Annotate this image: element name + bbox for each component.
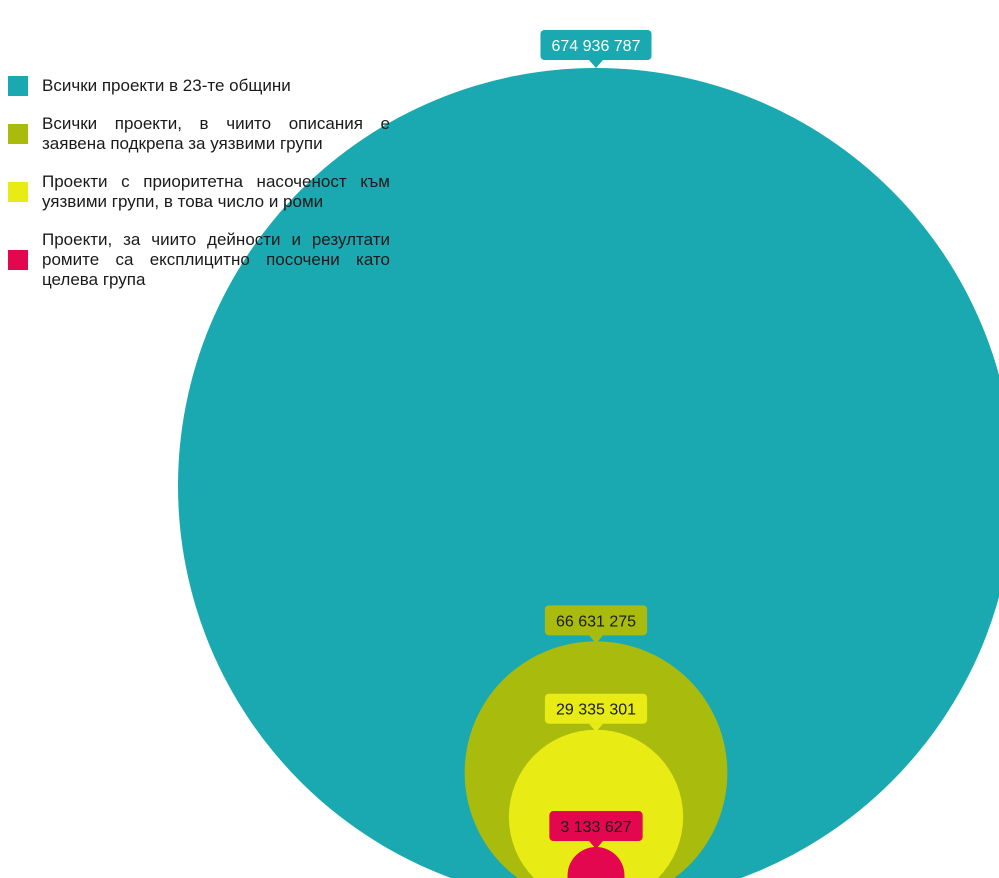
bubble-all-projects [178, 68, 999, 878]
legend-label-roma-target: Проекти, за чиито дейности и резултати р… [42, 230, 390, 289]
bubble-label-text-roma-target: 3 133 627 [560, 819, 631, 836]
legend-label-all-projects: Всички проекти в 23-те общини [42, 76, 291, 95]
legend-swatch-roma-target [8, 250, 28, 270]
legend-item-roma-target: Проекти, за чиито дейности и резултати р… [8, 230, 390, 290]
bubble-priority-vulnerable [508, 729, 684, 878]
bubble-label-roma-target: 3 133 627 [549, 811, 643, 850]
bubble-label-declared-support: 66 631 275 [544, 605, 648, 644]
legend-item-priority-vulnerable: Проекти с приоритетна насоченост към уяз… [8, 172, 390, 212]
bubble-label-pointer-roma-target [589, 841, 603, 850]
bubble-label-box-priority-vulnerable [544, 693, 648, 724]
bubble-label-pointer-all-projects [589, 60, 603, 68]
legend-swatch-declared-support [8, 124, 28, 144]
legend: Всички проекти в 23-те общини Всички про… [8, 76, 390, 290]
bubble-label-priority-vulnerable: 29 335 301 [544, 693, 648, 732]
legend-item-all-projects: Всички проекти в 23-те общини [8, 76, 390, 96]
bubble-label-text-all-projects: 674 936 787 [552, 38, 641, 55]
bubble-label-box-roma-target [549, 811, 643, 842]
bubble-label-all-projects: 674 936 787 [540, 30, 652, 68]
bubble-roma-target [567, 847, 625, 878]
bubble-label-pointer-declared-support [589, 635, 603, 644]
bubble-label-box-all-projects [540, 30, 652, 60]
legend-swatch-all-projects [8, 76, 28, 96]
bubble-labels-group: 674 936 787 66 631 275 29 335 301 3 133 627 [540, 30, 652, 850]
bubble-label-text-priority-vulnerable: 29 335 301 [556, 702, 636, 719]
legend-label-priority-vulnerable: Проекти с приоритетна насоченост към уяз… [42, 172, 390, 211]
bubble-label-box-declared-support [544, 605, 648, 636]
bubble-label-text-declared-support: 66 631 275 [556, 613, 636, 630]
legend-label-declared-support: Всички проекти, в чиито описания е заяве… [42, 114, 390, 153]
legend-swatch-priority-vulnerable [8, 182, 28, 202]
bubbles-group [178, 68, 999, 878]
legend-item-declared-support: Всички проекти, в чиито описания е заяве… [8, 114, 390, 154]
bubble-label-pointer-priority-vulnerable [589, 723, 603, 732]
